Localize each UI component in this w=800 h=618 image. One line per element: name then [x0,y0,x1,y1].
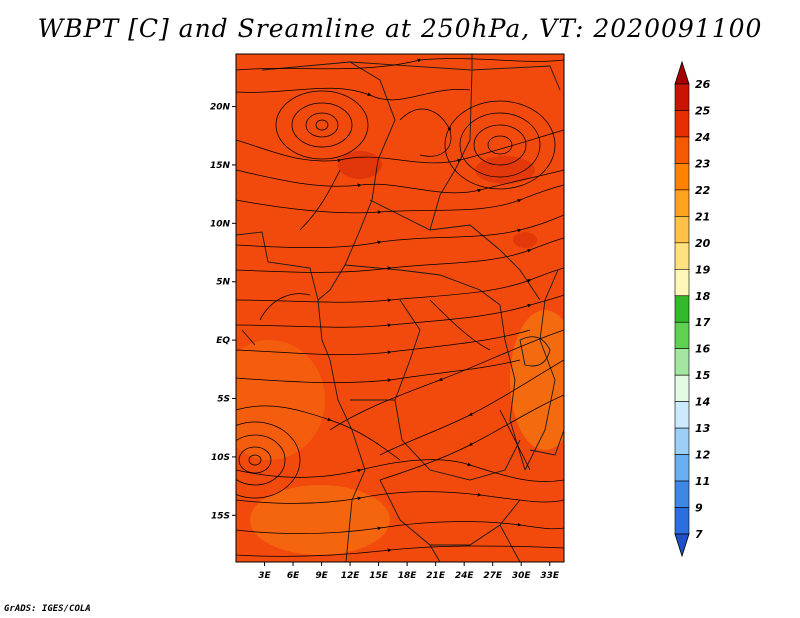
y-axis: 20N 15N 10N 5N EQ 5S 10S 15S [210,103,236,521]
colorbar-label: 20 [695,237,711,250]
y-tick-label: 20N [210,103,231,113]
colorbar-box [674,480,690,508]
colorbar-label: 24 [695,131,710,144]
chart-title: WBPT [C] and Sreamline at 250hPa, VT: 20… [37,14,763,43]
colorbar-box [674,216,690,244]
y-tick-label: 15S [211,511,230,521]
colorbar-label: 23 [695,157,711,170]
x-axis: 3E 6E 9E 12E 15E 18E 21E 24E 27E 30E 33E [258,562,560,581]
colorbar-label: 22 [695,184,711,197]
credit-label: GrADS: IGES/COLA [4,604,91,614]
y-tick-label: EQ [216,336,230,346]
colorbar-label: 13 [695,422,711,435]
vortex-north-west [275,90,369,160]
y-tick-label: 10N [210,219,231,229]
plot-area [236,54,564,562]
colorbar-box [674,401,690,429]
colorbar-label: 17 [695,316,711,329]
vortex-south-west [236,421,301,499]
colorbar-box [674,268,690,297]
x-tick-label: 24E [455,571,475,581]
colorbar-box [674,83,690,111]
x-tick-label: 27E [483,571,503,581]
x-tick-label: 15E [369,571,389,581]
x-tick-label: 21E [426,571,446,581]
colorbar-bottom-arrow [674,533,690,558]
y-tick-label: 15N [210,161,231,171]
x-tick-label: 12E [341,571,361,581]
colorbar-box [674,454,690,482]
colorbar-box [674,163,690,191]
colorbar-label: 25 [695,104,711,117]
colorbar-box [674,507,690,535]
colorbar-label: 7 [695,528,703,541]
colorbar-top-arrow [674,60,690,85]
colorbar-box [674,374,690,402]
colorbar-label: 15 [695,369,711,382]
x-tick-label: 3E [258,571,271,581]
field-patch-north-2 [475,156,535,184]
colorbar-label: 11 [695,475,710,488]
y-tick-label: 10S [211,453,230,463]
colorbar-box [674,348,690,376]
field-base [236,54,564,562]
colorbar-box [674,110,690,138]
colorbar-box [674,189,690,217]
vortex-north-east [444,100,556,190]
x-tick-label: 33E [540,571,560,581]
streamlines [236,58,564,557]
field-patch-southwest [250,485,390,555]
x-tick-label: 30E [512,571,532,581]
colorbar-box [674,295,690,323]
colorbar-label: 12 [695,449,711,462]
field-patch-west [236,340,325,460]
x-tick-label: 18E [398,571,418,581]
colorbar-label: 18 [695,290,711,303]
colorbar-box [674,321,690,350]
colorbar-box [674,136,690,164]
field-patch-east [510,310,564,450]
x-tick-label: 6E [287,571,300,581]
colorbar-label: 21 [695,210,710,223]
x-tick-label: 9E [315,571,328,581]
y-tick-label: 5S [217,395,230,405]
colorbar-label: 16 [695,343,711,356]
colorbar-label: 19 [695,263,711,276]
colorbar-label: 26 [695,78,711,91]
colorbar-box [674,427,690,455]
colorbar-label: 9 [695,502,703,515]
y-tick-label: 5N [216,278,230,288]
colorbar-box [674,242,690,270]
colorbar: 26 25 24 23 22 21 20 19 18 17 16 15 14 13 12 11 9 7 [674,60,711,558]
field-patch-north-3 [513,232,537,248]
colorbar-label: 14 [695,396,710,409]
plot-frame [235,53,565,563]
